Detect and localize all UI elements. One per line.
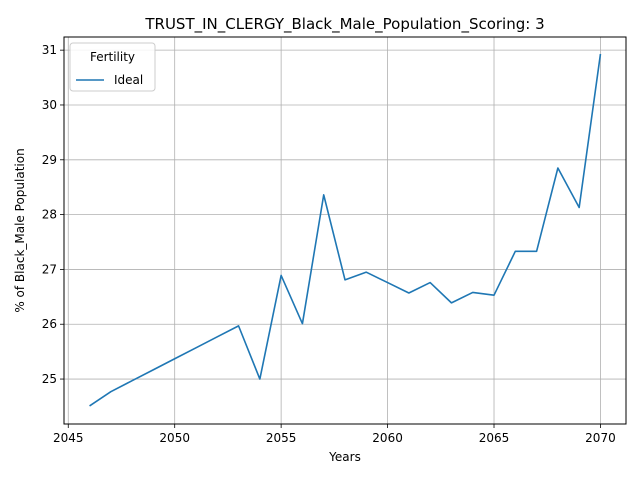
legend-label-ideal: Ideal — [114, 73, 143, 87]
y-tick-label: 30 — [42, 98, 57, 112]
y-tick-label: 27 — [42, 262, 57, 276]
x-tick-label: 2070 — [585, 431, 616, 445]
y-tick-label: 28 — [42, 208, 57, 222]
x-tick-label: 2050 — [159, 431, 190, 445]
x-tick-label: 2065 — [479, 431, 510, 445]
y-axis-label: % of Black_Male Population — [13, 148, 27, 312]
x-axis-label: Years — [328, 450, 361, 464]
x-tick-label: 2060 — [372, 431, 403, 445]
y-tick-label: 25 — [42, 372, 57, 386]
legend-title: Fertility — [90, 50, 135, 64]
x-tick-label: 2045 — [53, 431, 84, 445]
chart-title: TRUST_IN_CLERGY_Black_Male_Population_Sc… — [144, 15, 544, 34]
y-tick-label: 31 — [42, 43, 57, 57]
legend: Fertility Ideal — [70, 43, 155, 91]
y-tick-label: 29 — [42, 153, 57, 167]
y-tick-label: 26 — [42, 317, 57, 331]
x-tick-label: 2055 — [266, 431, 297, 445]
